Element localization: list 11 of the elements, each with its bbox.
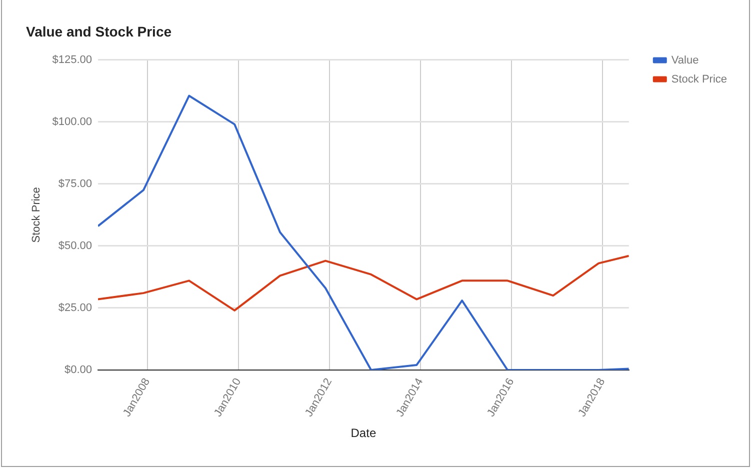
y-axis-title: Stock Price <box>30 187 43 243</box>
y-tick-label: $50.00 <box>58 240 92 252</box>
chart-title: Value and Stock Price <box>26 23 172 40</box>
y-tick-label: $25.00 <box>58 302 92 314</box>
y-tick-label: $125.00 <box>52 54 92 66</box>
x-axis-title: Date <box>350 426 376 440</box>
legend-label: Stock Price <box>671 73 728 86</box>
y-tick-label: $100.00 <box>52 116 92 128</box>
y-tick-label: $0.00 <box>64 364 92 376</box>
legend-label: Value <box>671 54 699 66</box>
y-tick-label: $75.00 <box>58 178 92 190</box>
